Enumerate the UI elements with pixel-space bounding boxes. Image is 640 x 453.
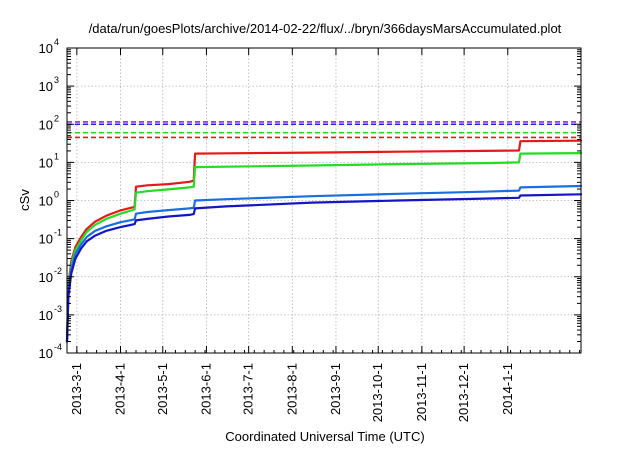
y-axis-label: cSv: [17, 189, 32, 211]
x-tick-label: 2013-8-1: [284, 363, 299, 415]
x-tick-label: 2013-5-1: [155, 363, 170, 415]
y-tick-label: 10: [39, 194, 53, 209]
y-tick-label: 10: [39, 41, 53, 56]
y-tick-label: 10: [39, 232, 53, 247]
x-tick-label: 2013-11-1: [414, 363, 429, 421]
reference-lines: [67, 121, 581, 139]
y-tick-exponent: 4: [54, 37, 59, 47]
series-line: [65, 152, 583, 343]
y-tick-exponent: -3: [54, 304, 62, 314]
y-tick-label: 10: [39, 270, 53, 285]
series-line: [65, 184, 583, 343]
series-line: [65, 193, 583, 343]
y-tick-exponent: -1: [54, 228, 62, 238]
y-tick-label: 10: [39, 308, 53, 323]
x-tick-label: 2013-6-1: [198, 363, 213, 415]
y-tick-exponent: 3: [54, 75, 59, 85]
grid: [67, 48, 581, 353]
series-line: [65, 139, 583, 343]
x-tick-label: 2014-1-1: [500, 363, 515, 415]
y-tick-exponent: 2: [54, 113, 59, 123]
series-lines: [65, 139, 583, 343]
y-tick-label: 10: [39, 346, 53, 361]
x-tick-label: 2013-4-1: [113, 363, 128, 415]
chart-title: /data/run/goesPlots/archive/2014-02-22/f…: [89, 21, 562, 36]
y-tick-exponent: -2: [54, 266, 62, 276]
x-tick-label: 2013-3-1: [69, 363, 84, 415]
y-tick-exponent: 0: [54, 190, 59, 200]
y-tick-exponent: 1: [54, 151, 59, 161]
y-tick-label: 10: [39, 79, 53, 94]
y-tick-exponent: -4: [54, 342, 62, 352]
x-tick-label: 2013-10-1: [370, 363, 385, 422]
x-tick-label: 2013-9-1: [328, 363, 343, 415]
x-tick-label: 2013-12-1: [456, 363, 471, 422]
x-axis-label: Coordinated Universal Time (UTC): [225, 429, 424, 444]
y-tick-label: 10: [39, 117, 53, 132]
y-tick-label: 10: [39, 155, 53, 170]
x-tick-label: 2013-7-1: [241, 363, 256, 415]
